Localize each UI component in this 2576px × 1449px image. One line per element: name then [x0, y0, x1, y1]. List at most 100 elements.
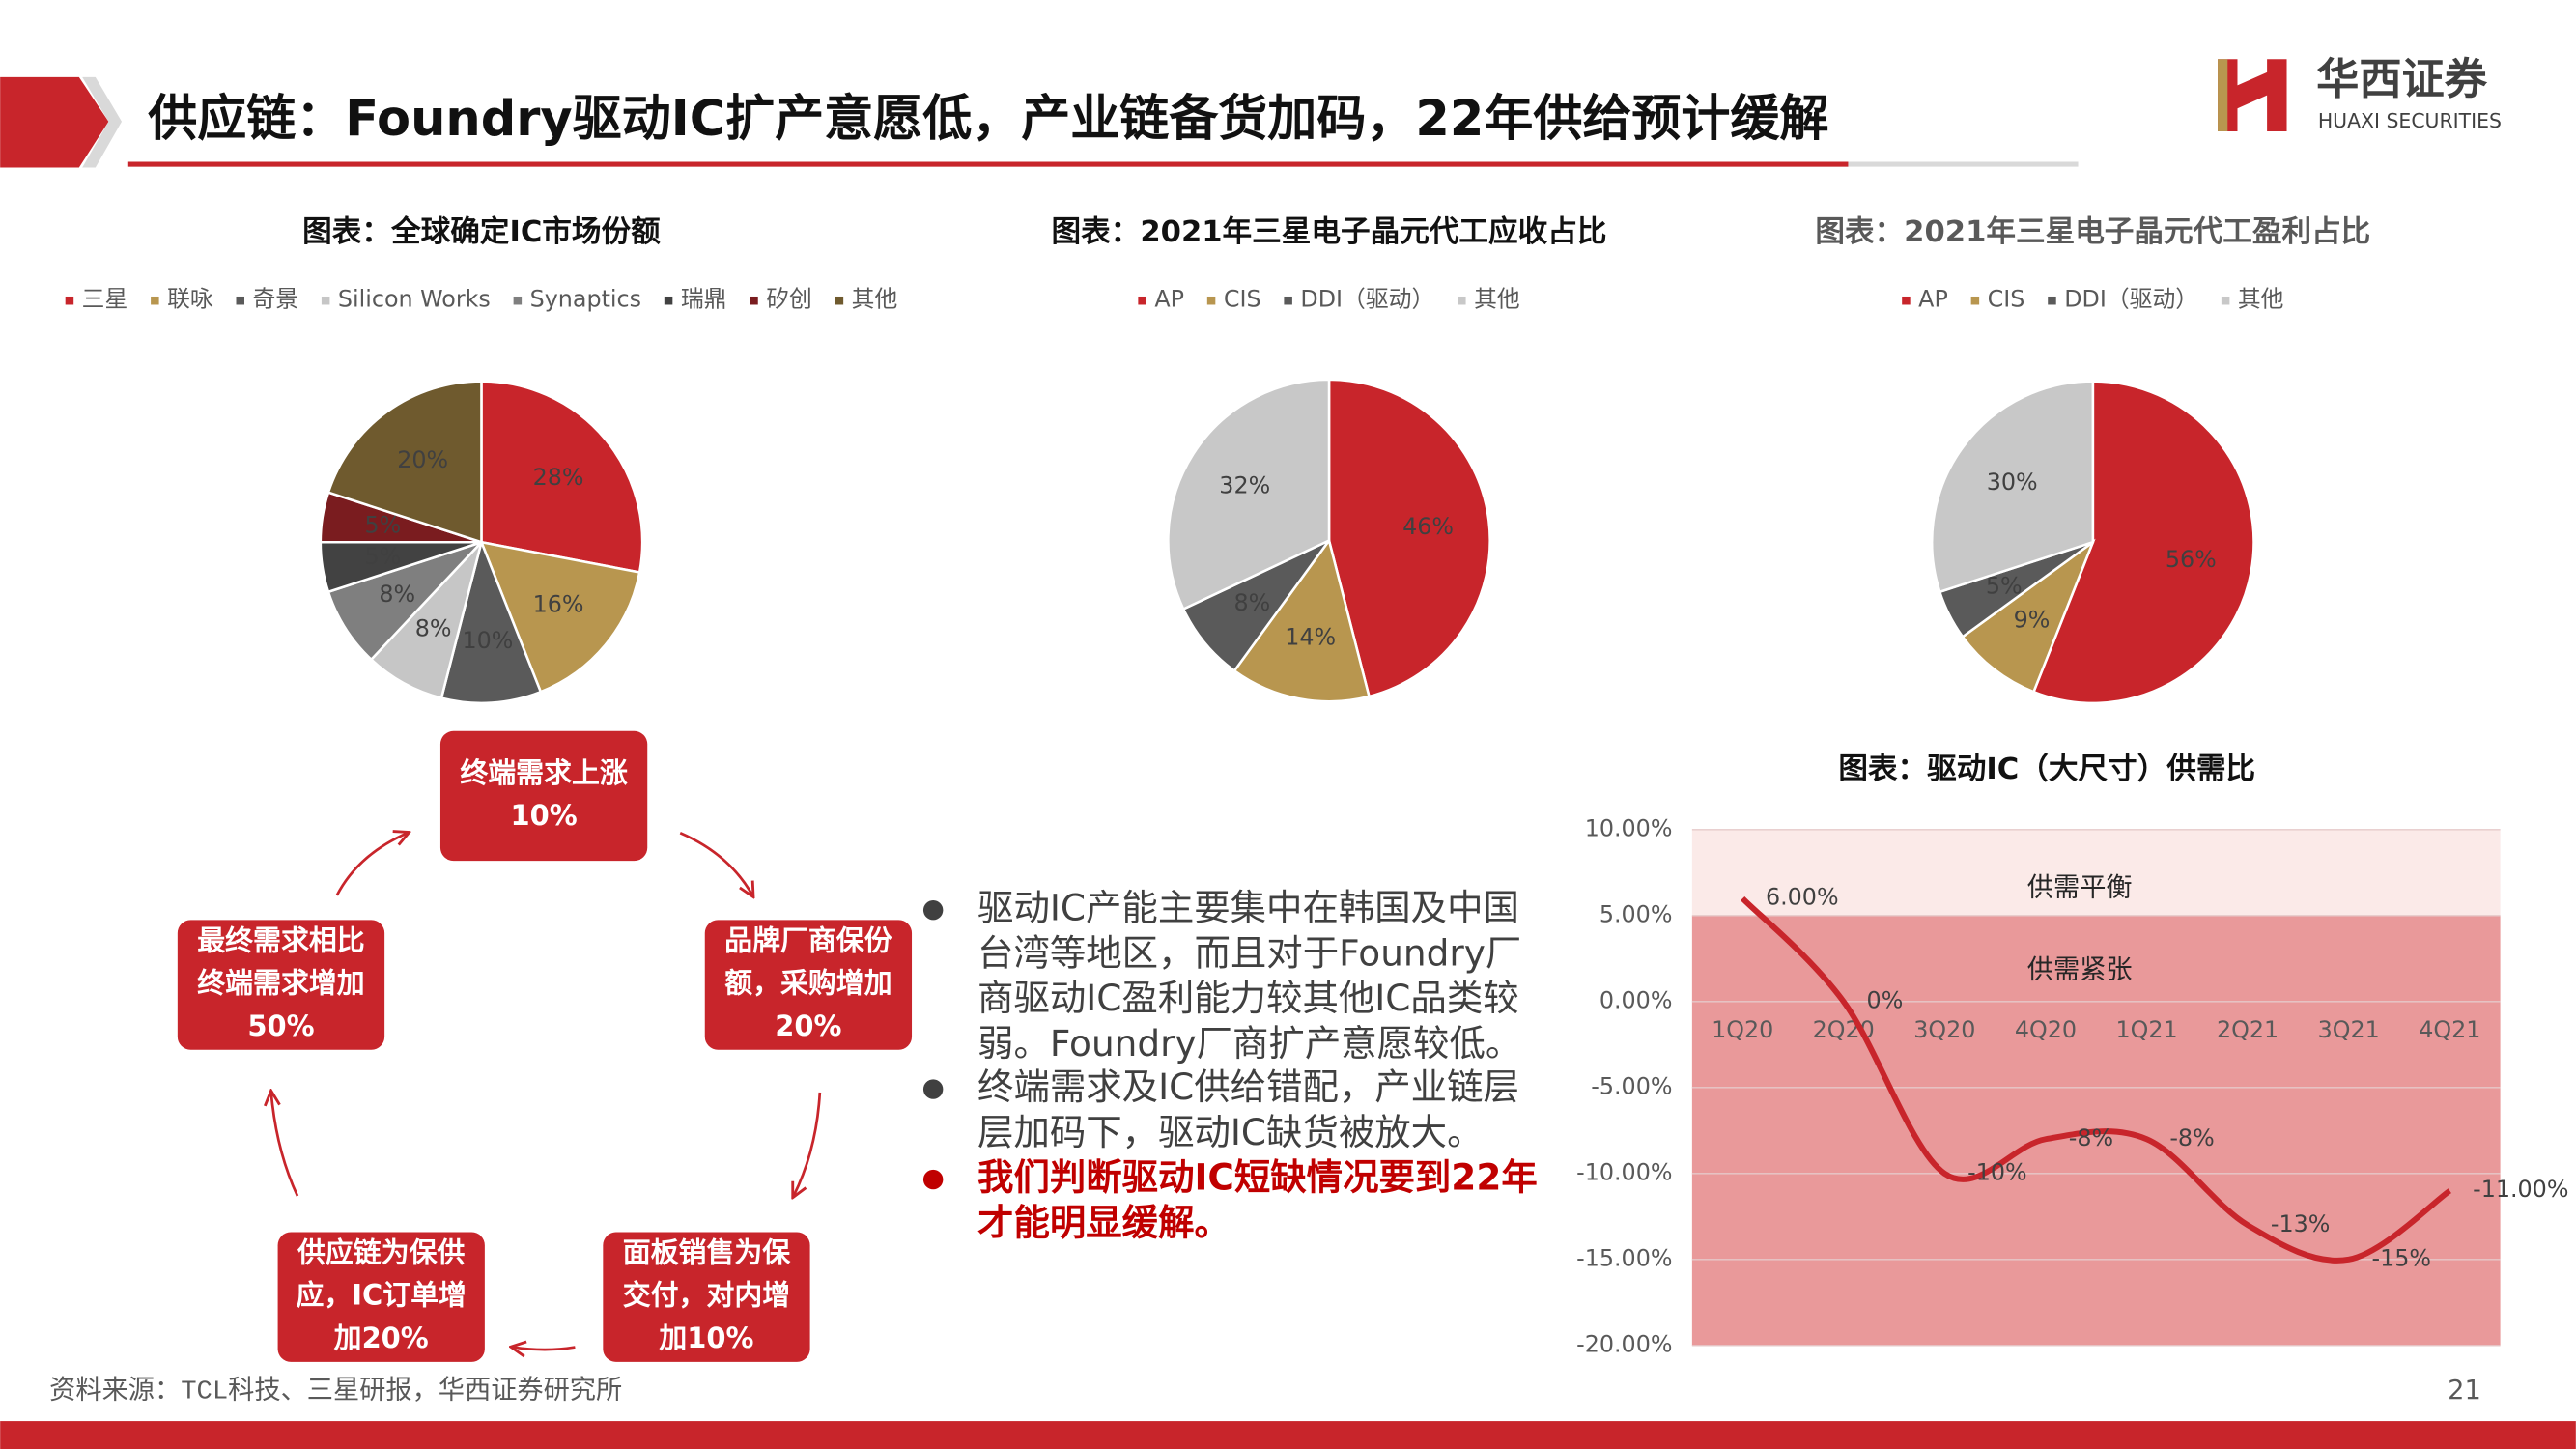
x-tick-label: 1Q20	[1712, 1016, 1773, 1043]
data-label: 8%	[1234, 589, 1271, 616]
y-tick-label: 10.00%	[1585, 814, 1673, 841]
band-label: 供需紧张	[2027, 955, 2133, 985]
band-label: 供需平衡	[2027, 873, 2133, 903]
cycle-node-text: 面板销售为保	[623, 1236, 792, 1268]
legend-label: 联咏	[167, 286, 213, 313]
source-note: 资料来源：TCL科技、三星研报，华西证券研究所	[49, 1376, 622, 1407]
legend-swatch	[1458, 296, 1466, 305]
data-label: 6.00%	[1766, 884, 1839, 911]
data-label: 46%	[1402, 513, 1454, 540]
legend-swatch	[835, 296, 844, 305]
x-tick-label: 1Q21	[2115, 1016, 2177, 1043]
y-tick-label: -10.00%	[1576, 1158, 1672, 1185]
cycle-node	[439, 730, 648, 862]
legend-swatch	[1206, 296, 1216, 305]
data-label: 28%	[533, 464, 584, 491]
bullet-text: 才能明显缓解。	[977, 1201, 1231, 1243]
logo	[2218, 59, 2287, 132]
cycle-node-text: 50%	[247, 1009, 314, 1042]
legend-label: AP	[1154, 286, 1184, 313]
data-label: 30%	[1987, 469, 2038, 496]
cycle-node-text: 加10%	[659, 1321, 753, 1354]
bullet-dot	[922, 1169, 944, 1190]
data-label: -8%	[2069, 1124, 2113, 1151]
legend-label: Silicon Works	[338, 286, 491, 313]
legend-label: 奇景	[253, 286, 299, 313]
bullet-text: 终端需求及IC供给错配，产业链层	[977, 1065, 1519, 1108]
chart-title: 图表：2021年三星电子晶元代工盈利占比	[1815, 215, 2370, 249]
y-tick-label: -15.00%	[1576, 1244, 1672, 1271]
y-tick-label: -20.00%	[1576, 1330, 1672, 1357]
legend-swatch	[151, 296, 159, 305]
logo-subtext: HUAXI SECURITIES	[2318, 109, 2502, 132]
x-tick-label: 3Q21	[2318, 1016, 2380, 1043]
cycle-node-text: 最终需求相比	[197, 923, 364, 956]
legend-label: 瑞鼎	[681, 286, 727, 313]
arrow	[513, 1348, 576, 1350]
legend-label: 其他	[2238, 286, 2284, 313]
pie-slice	[1167, 378, 1331, 611]
logo-mark	[2218, 59, 2287, 132]
bullet-dot	[922, 899, 944, 921]
bullet-text: 我们判断驱动IC短缺情况要到22年	[977, 1156, 1538, 1199]
data-label: -10%	[1967, 1158, 2026, 1185]
y-tick-label: -5.00%	[1591, 1072, 1672, 1099]
header-chevron	[82, 76, 123, 168]
logo-text: 华西证券	[2316, 55, 2488, 104]
bullet-text: 台湾等地区，而且对于Foundry厂	[977, 931, 1521, 974]
bullet-text: 层加码下，驱动IC缺货被放大。	[977, 1111, 1483, 1153]
cycle-node-text: 20%	[775, 1009, 841, 1042]
legend-label: 其他	[852, 286, 898, 313]
cycle-node-text: 额，采购增加	[724, 967, 892, 1000]
legend-swatch	[2048, 296, 2056, 305]
legend-swatch	[1970, 296, 1980, 305]
cycle-node-text: 终端需求上涨	[460, 756, 628, 789]
legend-swatch	[321, 296, 330, 305]
data-label: 8%	[379, 581, 415, 608]
legend-swatch	[664, 296, 673, 305]
data-label: 9%	[2014, 606, 2051, 633]
page-number: 21	[2448, 1376, 2481, 1406]
legend-swatch	[2221, 296, 2230, 305]
cycle-node-text: 品牌厂商保份	[724, 923, 892, 956]
bullet-text: 弱。Foundry厂商扩产意愿较低。	[977, 1022, 1521, 1065]
cycle-node-text: 加20%	[334, 1321, 429, 1354]
x-tick-label: 4Q21	[2419, 1016, 2480, 1043]
x-tick-label: 4Q20	[2015, 1016, 2077, 1043]
page-title: 供应链：Foundry驱动IC扩产意愿低，产业链备货加码，22年供给预计缓解	[148, 91, 1828, 148]
pie-slice	[1327, 378, 1491, 698]
chart-title: 图表：2021年三星电子晶元代工应收占比	[1052, 214, 1607, 249]
y-tick-label: 0.00%	[1599, 986, 1673, 1013]
data-label: 8%	[415, 614, 452, 641]
cycle-node-text: 供应链为保供	[297, 1236, 466, 1268]
cycle-node	[603, 1232, 810, 1362]
data-label: 14%	[1285, 624, 1336, 651]
cycle-node-text: 应，IC订单增	[296, 1279, 467, 1312]
header-tab	[0, 76, 109, 168]
pie-slice	[1930, 380, 2095, 594]
cycle-node-text: 终端需求增加	[197, 967, 364, 1000]
data-label: 0%	[1867, 986, 1904, 1013]
data-label: 16%	[533, 591, 584, 618]
legend-label: Synaptics	[530, 286, 641, 313]
pie-slice	[1961, 538, 2096, 694]
data-label: 56%	[2166, 546, 2217, 573]
legend-swatch	[1284, 296, 1292, 305]
arrow	[335, 833, 408, 896]
data-label: 5%	[365, 543, 402, 570]
arrow	[794, 1092, 822, 1196]
legend-swatch	[1902, 296, 1911, 305]
legend-label: CIS	[1988, 286, 2025, 313]
pie-slice	[326, 380, 483, 544]
cycle-arrows	[271, 833, 822, 1350]
line-series	[1741, 895, 2452, 1264]
data-label: 5%	[1986, 573, 2023, 600]
x-tick-label: 2Q21	[2217, 1016, 2279, 1043]
legend-label: AP	[1918, 286, 1948, 313]
bullet-dot	[922, 1079, 944, 1099]
legend-swatch	[1138, 296, 1146, 305]
data-label: 20%	[397, 446, 448, 473]
cycle-node	[704, 920, 913, 1050]
cycle-node	[177, 920, 385, 1050]
